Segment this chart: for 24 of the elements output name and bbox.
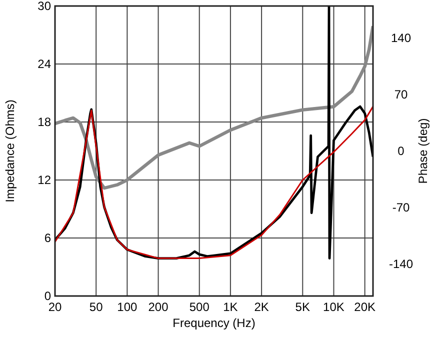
x-tick-label: 50: [89, 300, 104, 314]
y2-axis-title: Phase (deg): [416, 118, 430, 184]
y2-tick-label: 70: [394, 88, 408, 102]
y2-tick-label: 140: [390, 31, 412, 46]
x-tick-label: 1K: [223, 300, 238, 314]
y-tick-label: 30: [38, 0, 52, 13]
x-tick-label: 10K: [323, 300, 344, 314]
y-axis-title: Impedance (Ohms): [3, 100, 17, 202]
y-tick-label: 18: [38, 115, 52, 129]
x-tick-label: 2K: [254, 300, 269, 314]
y2-tick-label: 0: [398, 144, 405, 158]
x-tick-label: 100: [117, 300, 138, 314]
y-tick-label: 12: [38, 173, 52, 187]
y-tick-label: 6: [44, 231, 52, 245]
y-tick-label: 24: [38, 57, 52, 71]
x-axis-title: Frequency (Hz): [172, 316, 256, 330]
x-tick-label: 5K: [295, 300, 310, 314]
x-tick-label: 500: [189, 300, 210, 314]
y-tick-label: 0: [44, 289, 52, 303]
x-tick-label: 20K: [354, 300, 376, 314]
y2-tick-label: -140: [388, 256, 414, 271]
y2-tick-label: -70: [392, 200, 410, 214]
x-tick-label: 200: [148, 300, 169, 314]
x-tick-label: 20: [48, 300, 62, 314]
